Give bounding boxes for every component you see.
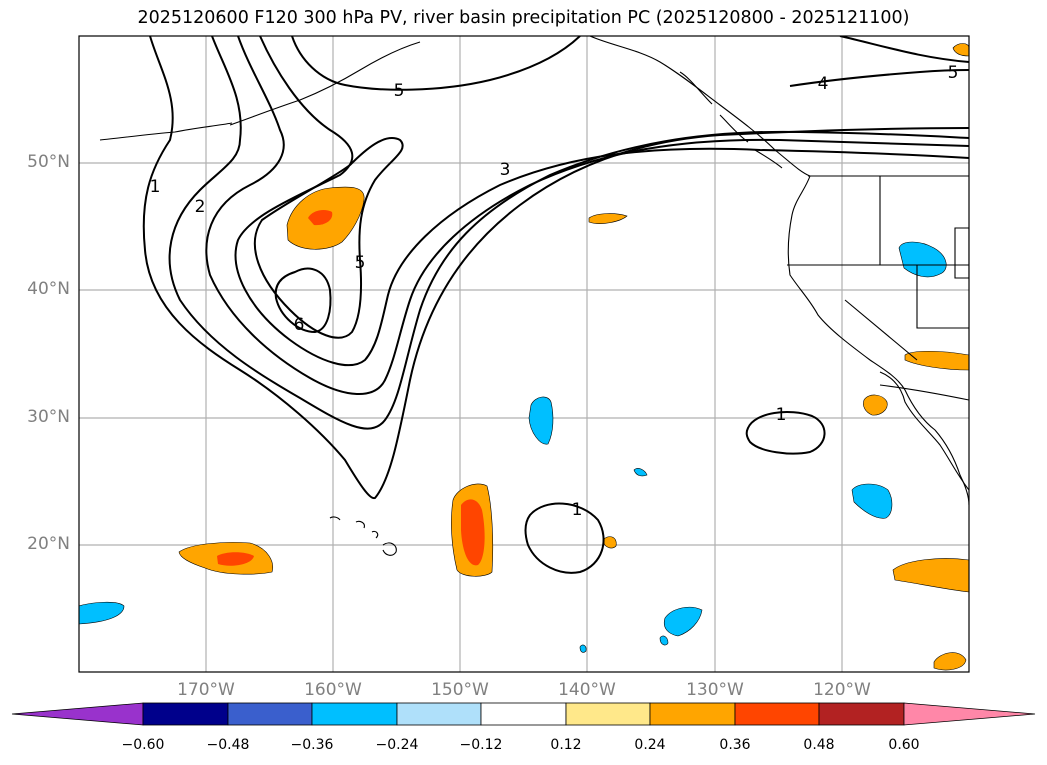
fill-strong-gulf [308, 210, 333, 226]
lon-label-170w: 170°W [177, 680, 235, 700]
contour-pv-5-east [839, 36, 969, 63]
fill-positive-coast [863, 394, 888, 416]
colorbar-tick-label: −0.48 [206, 737, 250, 753]
pv-contours [142, 36, 969, 574]
colorbar-tick-label: 0.36 [719, 737, 751, 753]
colorbar-extend-low [11, 702, 144, 726]
fill-positive-se-corner [933, 652, 967, 671]
fill-negative-south [663, 606, 703, 637]
colorbar-bin [649, 702, 736, 726]
coast-north-america [589, 36, 969, 506]
contour-pv-5-loop [253, 137, 404, 339]
lat-label-30: 30°N [27, 407, 70, 427]
colorbar-bin [311, 702, 398, 726]
colorbar-bin [565, 702, 651, 726]
fill-positive-se-band [892, 558, 969, 593]
colorbar-extend-high [903, 702, 1036, 726]
islands-bc-coast [679, 71, 783, 169]
lat-label-20: 20°N [27, 534, 70, 554]
colorbar-bin [734, 702, 820, 726]
lon-label-140w: 140°W [558, 680, 616, 700]
contour-pv-2-main [168, 36, 969, 430]
fill-negative-southeast [851, 483, 893, 519]
contour-labels: 1 2 6 5 5 3 4 5 1 1 [150, 63, 959, 520]
fill-negative-dot3 [579, 644, 587, 653]
coast-baja [879, 371, 969, 491]
contour-label: 6 [294, 315, 305, 335]
contour-pv-6 [274, 267, 332, 334]
fill-strong-hawaii [461, 499, 485, 566]
colorbar [11, 702, 1036, 726]
contour-pv-1-closed-east [745, 411, 826, 455]
fill-negative-california [898, 241, 947, 278]
coast-alaska-peninsula [229, 41, 421, 126]
contour-pv-1-main [142, 36, 969, 500]
colorbar-bin [818, 702, 905, 726]
precip-pc-fills [79, 43, 969, 671]
colorbar-tick-label: −0.12 [459, 737, 503, 753]
fill-negative-west-edge [79, 601, 125, 625]
lon-label-130w: 130°W [686, 680, 744, 700]
contour-pv-3-main [205, 36, 969, 395]
islands-hawaii [329, 516, 397, 556]
colorbar-bin [227, 702, 313, 726]
map-title: 2025120600 F120 300 hPa PV, river basin … [137, 8, 910, 28]
contour-label: 3 [500, 160, 511, 180]
coastlines [99, 36, 969, 556]
fill-negative-center [528, 396, 554, 445]
fill-positive-small [588, 213, 628, 224]
border-states-5 [954, 227, 969, 279]
border-states-2 [916, 265, 969, 329]
contour-label: 4 [818, 74, 829, 94]
contour-pv-1-closed-south [524, 502, 605, 574]
lon-label-120w: 120°W [813, 680, 871, 700]
contour-label: 5 [948, 63, 959, 83]
colorbar-bin [396, 702, 482, 726]
fill-positive-dot [602, 536, 617, 549]
colorbar-tick-label: 0.12 [550, 737, 582, 753]
coast-aleutians [99, 122, 233, 141]
map-border [78, 35, 970, 673]
colorbar-tick-label: −0.36 [290, 737, 334, 753]
contour-label: 2 [195, 197, 206, 217]
colorbar-bin [480, 702, 567, 726]
lon-label-160w: 160°W [304, 680, 362, 700]
contour-pv-4-east [789, 69, 969, 87]
gridlines [79, 36, 969, 672]
contour-pv-5-arc [291, 36, 581, 91]
colorbar-bin [142, 702, 229, 726]
colorbar-tick-label: −0.60 [121, 737, 165, 753]
fill-positive-ne-corner [952, 43, 969, 57]
colorbar-tick-label: −0.24 [375, 737, 419, 753]
fill-positive-baja [904, 350, 969, 371]
contour-label: 1 [150, 177, 161, 197]
colorbar-tick-label: 0.60 [888, 737, 920, 753]
lon-label-150w: 150°W [431, 680, 489, 700]
lat-label-50: 50°N [27, 152, 70, 172]
contour-label: 5 [355, 253, 366, 273]
fill-negative-dot1 [659, 635, 669, 646]
border-us-mexico [879, 384, 969, 401]
lat-label-40: 40°N [27, 279, 70, 299]
contour-label: 1 [776, 405, 787, 425]
fill-negative-dot2 [633, 468, 648, 477]
contour-label: 1 [572, 500, 583, 520]
colorbar-tick-label: 0.24 [634, 737, 666, 753]
border-states-4 [844, 299, 918, 361]
contour-label: 5 [394, 81, 405, 101]
fill-strong-west [217, 552, 254, 566]
colorbar-tick-label: 0.48 [803, 737, 835, 753]
